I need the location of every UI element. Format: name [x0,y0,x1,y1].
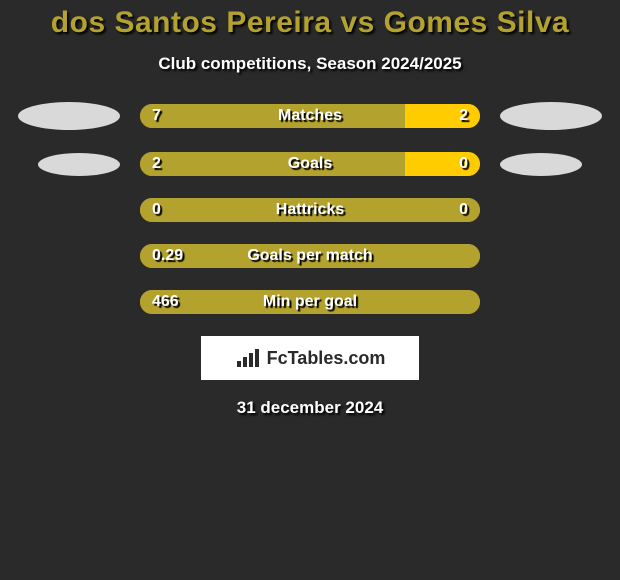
stat-left-value: 0 [152,201,161,219]
stat-row-gpm: 0.29 Goals per match [0,244,620,268]
stat-right-value: 0 [459,201,468,219]
logo-container: FcTables.com [0,336,620,380]
stat-row-goals: 2 Goals 0 [0,152,620,176]
player-right-ellipse [500,153,582,176]
player-left-ellipse [38,153,120,176]
stat-left-value: 466 [152,293,179,311]
fctables-logo: FcTables.com [201,336,419,380]
stat-row-matches: 7 Matches 2 [0,102,620,130]
player-left-ellipse [18,102,120,130]
stat-left-value: 0.29 [152,247,183,265]
stat-label: Goals per match [247,247,372,265]
chart-bars-icon [235,347,261,369]
logo-text: FcTables.com [267,348,386,369]
page-subtitle: Club competitions, Season 2024/2025 [0,54,620,74]
stat-row-hattricks: 0 Hattricks 0 [0,198,620,222]
stat-row-mpg: 466 Min per goal [0,290,620,314]
stat-left-value: 2 [152,155,161,173]
date-text: 31 december 2024 [0,398,620,418]
stat-bar-matches: 7 Matches 2 [140,104,480,128]
stat-bar-hattricks: 0 Hattricks 0 [140,198,480,222]
player-right-ellipse [500,102,602,130]
stat-label: Goals [288,155,332,173]
comparison-infographic: dos Santos Pereira vs Gomes Silva Club c… [0,0,620,418]
stat-right-value: 2 [459,107,468,125]
stat-right-value: 0 [459,155,468,173]
stat-bar-gpm: 0.29 Goals per match [140,244,480,268]
stat-bar-goals: 2 Goals 0 [140,152,480,176]
stat-left-value: 7 [152,107,161,125]
stat-bar-mpg: 466 Min per goal [140,290,480,314]
stat-label: Matches [278,107,342,125]
stat-label: Min per goal [263,293,357,311]
stat-label: Hattricks [276,201,344,219]
page-title: dos Santos Pereira vs Gomes Silva [0,6,620,40]
